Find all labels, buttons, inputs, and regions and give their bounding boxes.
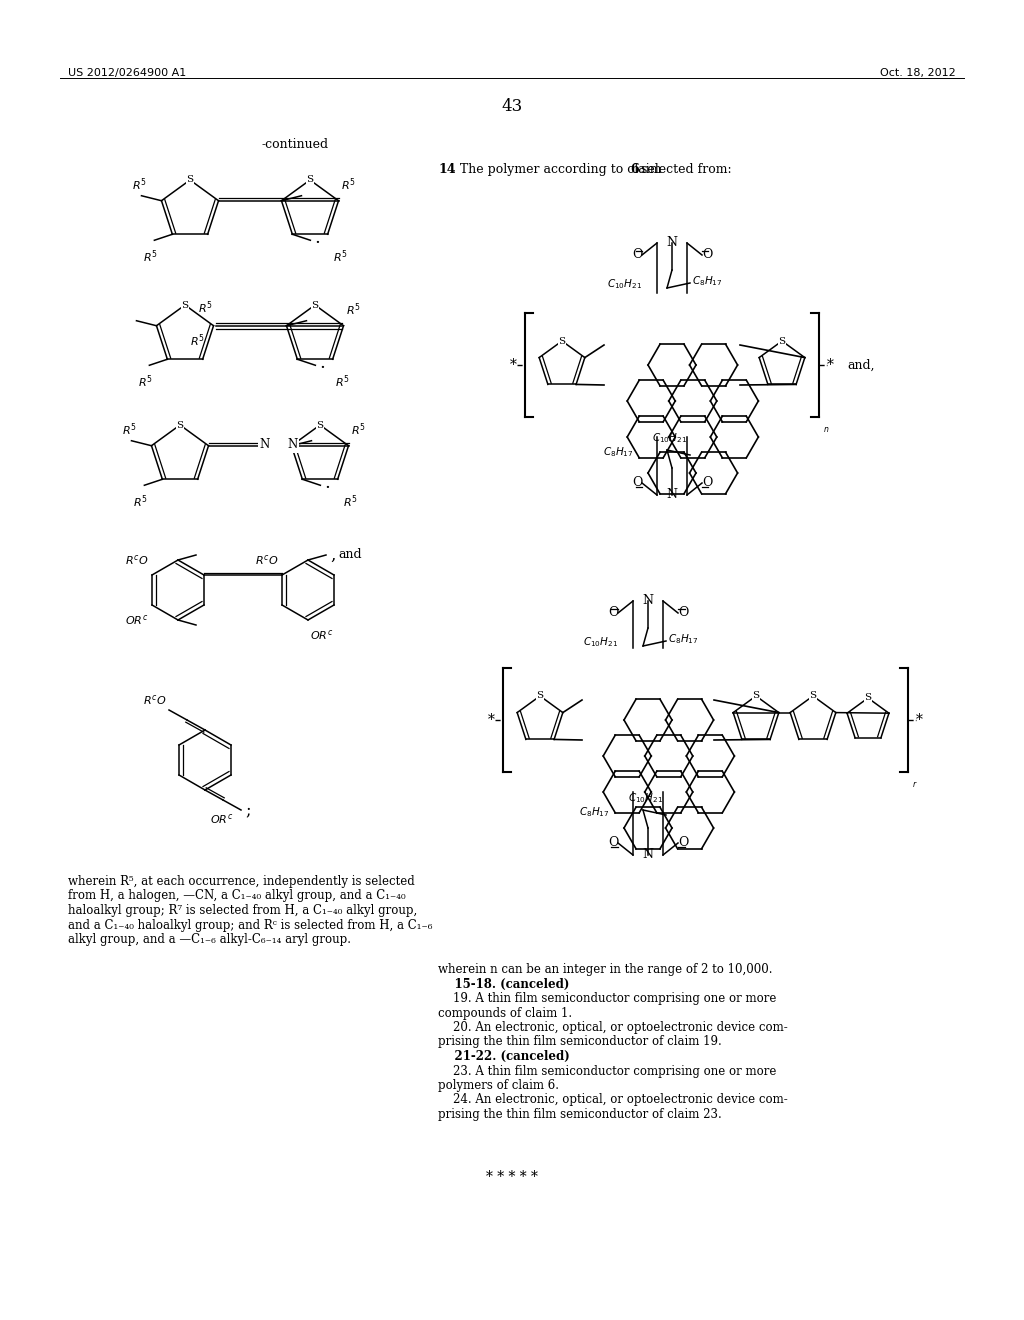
Text: 21-22. (canceled): 21-22. (canceled) <box>438 1049 569 1063</box>
Text: alkyl group, and a —C₁₋₆ alkyl-C₆₋₁₄ aryl group.: alkyl group, and a —C₁₋₆ alkyl-C₆₋₁₄ ary… <box>68 933 351 946</box>
Text: N: N <box>642 849 653 862</box>
Text: US 2012/0264900 A1: US 2012/0264900 A1 <box>68 69 186 78</box>
Text: $R^5$: $R^5$ <box>138 374 153 389</box>
Text: S: S <box>311 301 318 309</box>
Text: prising the thin film semiconductor of claim 23.: prising the thin film semiconductor of c… <box>438 1107 722 1121</box>
Text: O: O <box>632 248 642 261</box>
Text: 6: 6 <box>630 162 639 176</box>
Text: $R^5$: $R^5$ <box>143 248 158 265</box>
Text: S: S <box>181 301 188 309</box>
Text: S: S <box>864 693 871 702</box>
Text: S: S <box>306 176 313 185</box>
Text: *: * <box>916 713 923 727</box>
Text: O: O <box>701 477 712 490</box>
Text: prising the thin film semiconductor of claim 19.: prising the thin film semiconductor of c… <box>438 1035 722 1048</box>
Text: wherein n can be an integer in the range of 2 to 10,000.: wherein n can be an integer in the range… <box>438 964 772 975</box>
Text: *: * <box>827 358 834 372</box>
Text: .: . <box>325 474 331 492</box>
Text: . The polymer according to claim: . The polymer according to claim <box>452 162 666 176</box>
Text: compounds of claim 1.: compounds of claim 1. <box>438 1006 572 1019</box>
Text: wherein R⁵, at each occurrence, independently is selected: wherein R⁵, at each occurrence, independ… <box>68 875 415 888</box>
Text: $C_8H_{17}$: $C_8H_{17}$ <box>692 275 723 288</box>
Text: $R^5$: $R^5$ <box>199 300 213 315</box>
Text: S: S <box>753 692 760 701</box>
Text: $R^5$: $R^5$ <box>133 494 147 510</box>
Text: $C_{10}H_{21}$: $C_{10}H_{21}$ <box>583 635 618 649</box>
Text: Oct. 18, 2012: Oct. 18, 2012 <box>881 69 956 78</box>
Text: S: S <box>316 421 324 429</box>
Text: *: * <box>510 358 517 372</box>
Text: $R^cO$: $R^cO$ <box>142 693 166 708</box>
Text: $C_8H_{17}$: $C_8H_{17}$ <box>668 632 698 645</box>
Text: O: O <box>632 477 642 490</box>
Text: S: S <box>809 692 816 701</box>
Text: N: N <box>259 438 269 451</box>
Text: O: O <box>678 837 688 850</box>
Text: haloalkyl group; R⁷ is selected from H, a C₁₋₄₀ alkyl group,: haloalkyl group; R⁷ is selected from H, … <box>68 904 417 917</box>
Text: S: S <box>558 337 565 346</box>
Text: $R^5$: $R^5$ <box>132 176 146 193</box>
Text: $R^5$: $R^5$ <box>190 333 205 350</box>
Text: 23. A thin film semiconductor comprising one or more: 23. A thin film semiconductor comprising… <box>438 1064 776 1077</box>
Text: S: S <box>176 421 183 429</box>
Text: 19. A thin film semiconductor comprising one or more: 19. A thin film semiconductor comprising… <box>438 993 776 1005</box>
Text: 24. An electronic, optical, or optoelectronic device com-: 24. An electronic, optical, or optoelect… <box>438 1093 787 1106</box>
Text: 20. An electronic, optical, or optoelectronic device com-: 20. An electronic, optical, or optoelect… <box>438 1020 787 1034</box>
Text: polymers of claim 6.: polymers of claim 6. <box>438 1078 559 1092</box>
Text: 43: 43 <box>502 98 522 115</box>
Text: ,: , <box>330 546 336 564</box>
Text: $C_8H_{17}$: $C_8H_{17}$ <box>580 805 610 818</box>
Text: selected from:: selected from: <box>637 162 731 176</box>
Text: ;: ; <box>245 801 251 818</box>
Text: $R^5$: $R^5$ <box>350 421 366 438</box>
Text: * * * * *: * * * * * <box>486 1170 538 1184</box>
Text: -continued: -continued <box>261 139 329 150</box>
Text: $R^5$: $R^5$ <box>335 374 349 389</box>
Text: $C_{10}H_{21}$: $C_{10}H_{21}$ <box>607 277 642 290</box>
Text: 14: 14 <box>438 162 456 176</box>
Text: S: S <box>537 692 544 701</box>
Text: O: O <box>608 837 618 850</box>
Text: $R^5$: $R^5$ <box>343 494 357 510</box>
Text: $_n$: $_n$ <box>823 425 829 436</box>
Text: .: . <box>314 230 321 247</box>
Text: N: N <box>667 488 678 502</box>
Text: $OR^c$: $OR^c$ <box>125 612 148 627</box>
Text: O: O <box>608 606 618 619</box>
Text: 15-18. (canceled): 15-18. (canceled) <box>438 978 569 990</box>
Text: $C_{10}H_{21}$: $C_{10}H_{21}$ <box>652 432 687 445</box>
Text: $R^5$: $R^5$ <box>345 301 360 318</box>
Text: $OR^c$: $OR^c$ <box>310 628 334 642</box>
Text: $OR^c$: $OR^c$ <box>210 812 233 826</box>
Text: O: O <box>701 248 712 261</box>
Text: and a C₁₋₄₀ haloalkyl group; and Rᶜ is selected from H, a C₁₋₆: and a C₁₋₄₀ haloalkyl group; and Rᶜ is s… <box>68 919 432 932</box>
Text: $C_8H_{17}$: $C_8H_{17}$ <box>603 445 634 459</box>
Text: *: * <box>488 713 495 727</box>
Text: and,: and, <box>847 359 874 371</box>
Text: $C_{10}H_{21}$: $C_{10}H_{21}$ <box>628 791 664 805</box>
Text: N: N <box>288 438 298 451</box>
Text: N: N <box>642 594 653 607</box>
Text: $R^5$: $R^5$ <box>333 248 347 265</box>
Text: from H, a halogen, —CN, a C₁₋₄₀ alkyl group, and a C₁₋₄₀: from H, a halogen, —CN, a C₁₋₄₀ alkyl gr… <box>68 890 406 903</box>
Text: S: S <box>778 337 785 346</box>
Text: $R^5$: $R^5$ <box>122 421 137 438</box>
Text: and: and <box>338 549 361 561</box>
Text: $R^cO$: $R^cO$ <box>255 553 279 568</box>
Text: O: O <box>678 606 688 619</box>
Text: .: . <box>319 354 326 372</box>
Text: N: N <box>667 236 678 249</box>
Text: $R^cO$: $R^cO$ <box>125 553 148 568</box>
Text: S: S <box>186 176 194 185</box>
Text: $_r$: $_r$ <box>912 780 918 789</box>
Text: $R^5$: $R^5$ <box>341 176 355 193</box>
